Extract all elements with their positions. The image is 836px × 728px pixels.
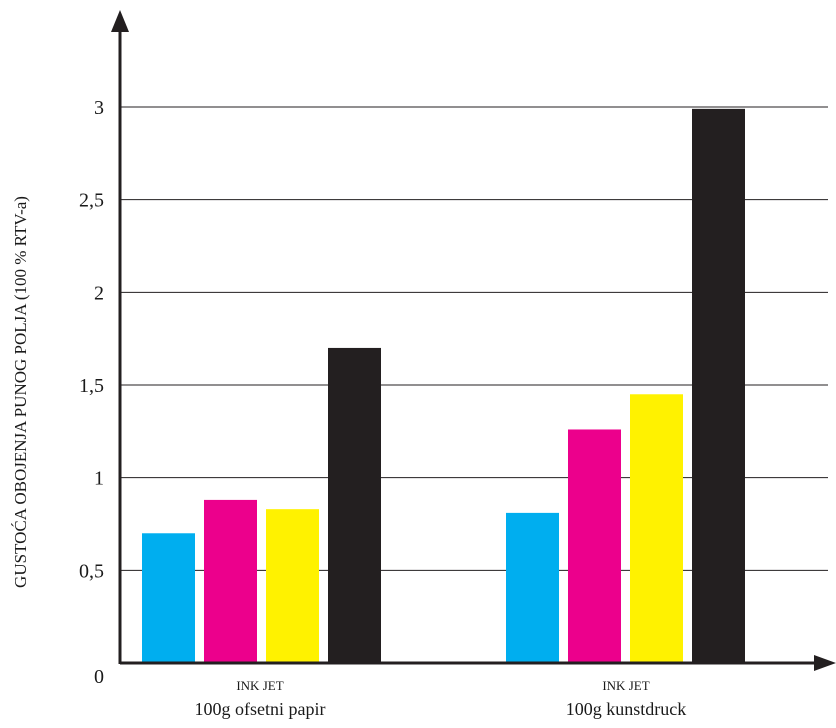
y-tick-label: 0,5 — [79, 560, 104, 582]
y-tick-label: 1 — [94, 468, 104, 490]
bar — [692, 108, 745, 663]
category-label-line1: INK JET — [236, 678, 283, 693]
bars — [142, 108, 745, 663]
bar — [204, 499, 257, 663]
category-label-line2: 100g ofsetni papir — [195, 699, 326, 719]
bar — [266, 509, 319, 663]
bar — [328, 347, 381, 663]
y-tick-label: 2 — [94, 282, 104, 304]
bar — [568, 429, 621, 663]
y-tick-label: 3 — [94, 97, 104, 119]
bar — [142, 533, 195, 663]
bar — [630, 394, 683, 663]
category-labels: INK JET 100g ofsetni papir INK JET 100g kun… — [195, 678, 687, 719]
category-label-line2: 100g kunstdruck — [566, 699, 687, 719]
y-axis-label: GUSTOĆA OBOJENJA PUNOG POLJA (100 % RTV-… — [11, 196, 30, 588]
category-label-line1: INK JET — [602, 678, 649, 693]
y-tick-labels: 0 0,5 1 1,5 2 2,5 3 — [79, 97, 104, 688]
x-axis-arrow — [814, 655, 836, 671]
y-axis-arrow — [111, 10, 129, 32]
bar — [506, 512, 559, 663]
y-tick-label: 1,5 — [79, 375, 104, 397]
y-tick-label: 0 — [94, 666, 104, 688]
y-tick-label: 2,5 — [79, 190, 104, 212]
